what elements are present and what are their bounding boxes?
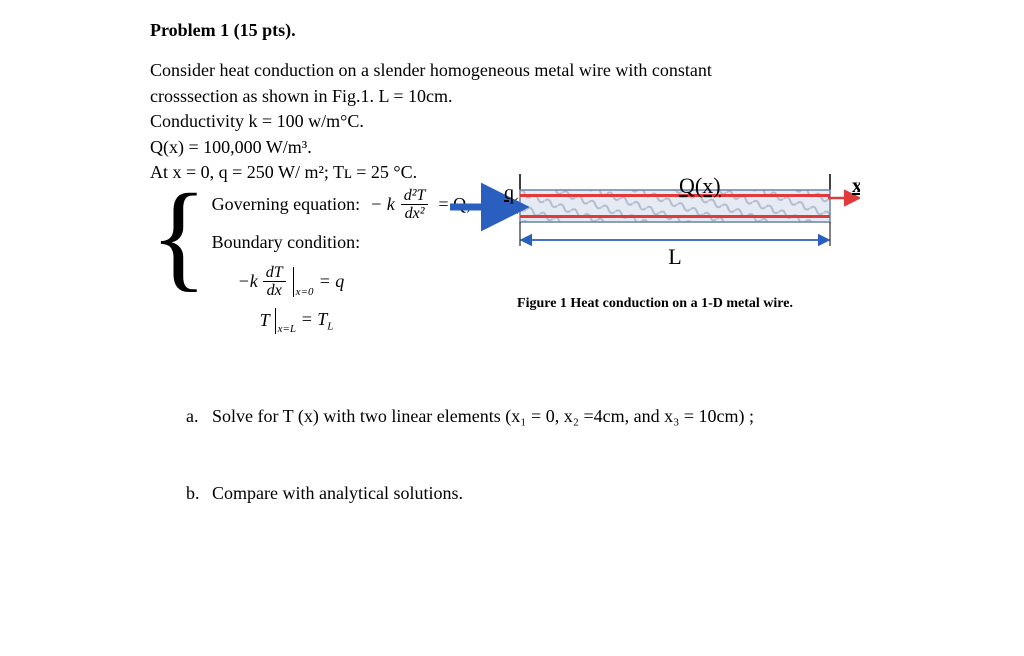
bc1-rhs: = q xyxy=(319,268,345,295)
bc1-minus-k: −k xyxy=(238,268,258,295)
left-brace-icon: { xyxy=(150,185,208,287)
svg-text:q: q xyxy=(504,182,514,204)
figure-caption: Figure 1 Heat conduction on a 1-D metal … xyxy=(450,296,860,312)
part-b-text: Compare with analytical solutions. xyxy=(212,483,463,504)
figure-1: q Q(x) x L Figure 1 Heat conduction on a 1-… xyxy=(450,174,860,312)
gov-label: Governing equation: xyxy=(212,191,360,218)
part-b: b. Compare with analytical solutions. xyxy=(186,483,870,504)
frac-num: d²T xyxy=(401,187,429,206)
frac-den-2: dx xyxy=(263,282,286,300)
parts-list: a. Solve for T (x) with two linear eleme… xyxy=(150,406,870,504)
frac-dT-dx: dT dx xyxy=(263,264,286,300)
figure-svg: q Q(x) x L xyxy=(450,174,860,284)
svg-text:x: x xyxy=(852,175,860,197)
eval-bar-xL: x=L xyxy=(275,308,276,334)
para-line-3: Conductivity k = 100 w/m°C. xyxy=(150,110,870,133)
svg-text:L: L xyxy=(668,244,681,269)
para-line-1: Consider heat conduction on a slender ho… xyxy=(150,59,870,82)
frac-d2T-dx2: d²T dx² xyxy=(401,187,429,223)
svg-text:Q(x): Q(x) xyxy=(679,174,721,198)
part-a-label: a. xyxy=(186,406,212,427)
frac-num-2: dT xyxy=(263,264,286,283)
eval-sub-xL: x=L xyxy=(278,321,296,338)
para-line-4: Q(x) = 100,000 W/m³. xyxy=(150,136,870,159)
para-line-2: crosssection as shown in Fig.1. L = 10cm… xyxy=(150,85,870,108)
problem-title: Problem 1 (15 pts). xyxy=(150,20,870,41)
eval-bar-x0: x=0 xyxy=(293,267,294,297)
eval-sub-x0: x=0 xyxy=(296,284,314,301)
gov-minus-k: − k xyxy=(370,191,395,218)
bc2-rhs: = TL xyxy=(301,306,334,335)
part-a: a. Solve for T (x) with two linear eleme… xyxy=(186,406,870,427)
bc2-T: T xyxy=(260,307,270,334)
frac-den: dx² xyxy=(401,205,429,223)
part-a-text: Solve for T (x) with two linear elements… xyxy=(212,406,754,427)
part-b-label: b. xyxy=(186,483,212,504)
